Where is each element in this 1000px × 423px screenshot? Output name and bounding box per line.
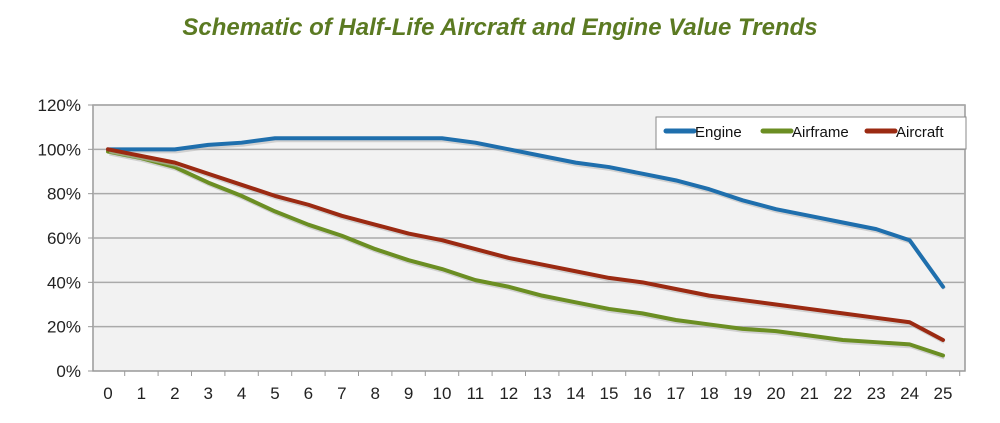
x-tick-label: 10 [433,384,452,403]
y-tick-label: 0% [56,362,81,381]
x-tick-label: 1 [137,384,146,403]
x-tick-label: 9 [404,384,413,403]
x-tick-label: 19 [733,384,752,403]
x-tick-label: 7 [337,384,346,403]
x-tick-label: 25 [934,384,953,403]
x-tick-label: 4 [237,384,246,403]
chart-title: Schematic of Half-Life Aircraft and Engi… [182,14,818,41]
x-tick-label: 14 [566,384,585,403]
y-tick-label: 120% [38,96,81,115]
x-tick-label: 18 [700,384,719,403]
legend-box [655,116,967,150]
x-tick-label: 23 [867,384,886,403]
x-tick-label: 13 [533,384,552,403]
x-tick-label: 24 [900,384,919,403]
x-tick-label: 16 [633,384,652,403]
x-tick-label: 12 [499,384,518,403]
x-tick-label: 21 [800,384,819,403]
legend: Engine Airframe Aircraft [655,116,967,150]
x-tick-label: 0 [103,384,112,403]
x-tick-label: 17 [666,384,685,403]
legend-label-aircraft: Aircraft [896,124,944,141]
legend-label-airframe: Airframe [792,124,849,141]
x-tick-label: 11 [467,384,485,403]
y-tick-label: 60% [47,229,81,248]
x-tick-label: 6 [304,384,313,403]
y-tick-label: 40% [47,273,81,292]
series-line-engine [106,136,945,289]
series-line-aircraft [106,147,945,342]
y-tick-label: 80% [47,185,81,204]
x-tick-label: 3 [203,384,212,403]
x-tick-label: 15 [600,384,619,403]
series-line-airframe [106,149,945,358]
legend-label-engine: Engine [695,124,742,141]
x-tick-label: 8 [370,384,379,403]
y-tick-label: 20% [47,318,81,337]
y-tick-label: 100% [38,140,81,159]
x-tick-label: 20 [767,384,786,403]
x-tick-label: 2 [170,384,179,403]
x-tick-label: 5 [270,384,279,403]
x-tick-label: 22 [833,384,852,403]
